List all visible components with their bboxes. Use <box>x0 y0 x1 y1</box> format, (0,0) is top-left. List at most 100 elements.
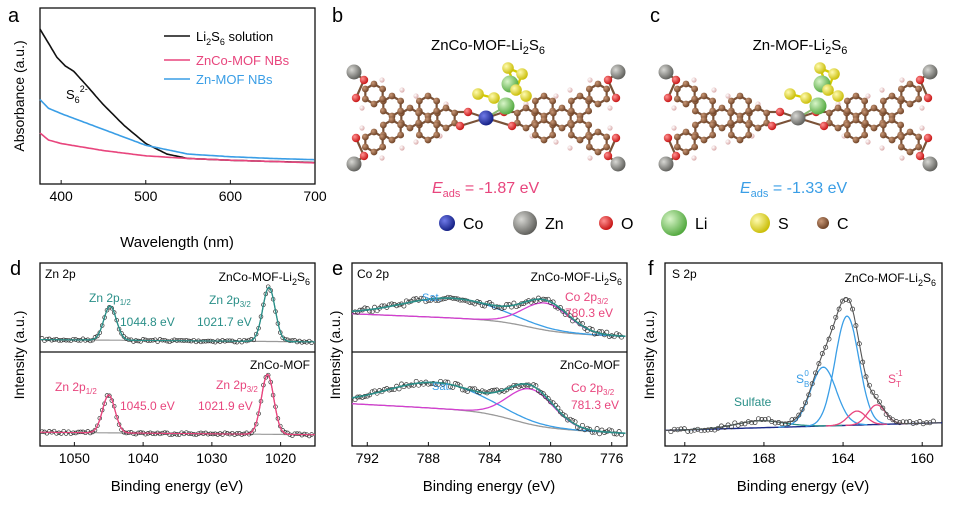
h-atom <box>399 87 405 93</box>
data-point <box>692 427 697 433</box>
data-point <box>152 431 158 437</box>
h-atom <box>671 125 677 131</box>
data-point <box>294 431 300 436</box>
o-atom <box>359 151 369 161</box>
c-atom <box>370 128 378 136</box>
panel-d-label: d <box>10 258 21 280</box>
c-atom <box>673 95 681 103</box>
data-point <box>772 420 778 426</box>
c-atom <box>915 143 923 151</box>
c-atom <box>433 131 441 139</box>
data-point <box>306 433 312 439</box>
c-atom <box>870 104 878 112</box>
data-point <box>577 321 583 327</box>
data-point <box>203 430 208 436</box>
data-point <box>167 339 172 345</box>
c-atom <box>727 97 735 105</box>
c-atom <box>397 131 405 139</box>
c-atom <box>388 92 396 100</box>
c-atom <box>852 92 860 100</box>
c-atom <box>861 97 869 105</box>
data-point <box>545 396 551 402</box>
peak-label-zn2p12-bottom: Zn 2p1/2 <box>55 380 97 396</box>
data-point <box>143 431 148 437</box>
c-atom <box>879 131 887 139</box>
zn-center-atom <box>790 110 806 126</box>
panel-e-co-value-bottom: 781.3 eV <box>571 398 619 412</box>
c-atom <box>852 116 860 124</box>
c-atom <box>513 109 521 117</box>
o-atom <box>603 151 613 161</box>
c-atom <box>709 97 717 105</box>
fit-envelope <box>351 297 626 338</box>
c-atom <box>361 85 369 93</box>
component-sb0-b <box>805 315 888 427</box>
legend-atom-label-s: S <box>778 216 789 233</box>
c-atom <box>736 116 744 124</box>
zn-atom <box>922 156 938 172</box>
data-point <box>244 430 249 436</box>
fit-envelope <box>665 297 942 431</box>
c-atom <box>727 119 735 127</box>
c-atom <box>433 107 441 115</box>
c-atom <box>861 131 869 139</box>
data-point <box>191 432 196 437</box>
x-tick-label: 776 <box>600 450 624 466</box>
h-atom <box>399 145 405 151</box>
data-point <box>803 400 808 406</box>
c-atom <box>370 100 378 108</box>
legend-atom-label-zn: Zn <box>545 216 564 233</box>
c-atom <box>745 121 753 129</box>
c-atom <box>406 124 414 132</box>
fit-envelope <box>40 286 316 343</box>
c-atom <box>906 128 914 136</box>
data-point <box>49 338 54 343</box>
c-atom <box>843 107 851 115</box>
data-point <box>786 420 792 426</box>
c-atom <box>906 148 914 156</box>
panel-a-x-ticks: 400 500 600 700 <box>49 180 327 204</box>
zn-atom <box>610 156 626 172</box>
c-atom <box>567 131 575 139</box>
data-point <box>611 431 617 437</box>
data-point <box>759 417 765 422</box>
c-atom <box>576 136 584 144</box>
o-atom <box>663 133 673 143</box>
c-atom <box>415 109 423 117</box>
panel-f-sample: ZnCo-MOF-Li2S6 <box>845 271 936 288</box>
data-point <box>80 429 86 435</box>
data-point <box>241 337 247 343</box>
c-atom <box>594 100 602 108</box>
data-point <box>184 430 189 435</box>
c-atom <box>379 121 387 129</box>
data-point <box>611 334 617 340</box>
h-atom <box>919 105 925 111</box>
o-atom <box>775 107 785 117</box>
c-atom <box>843 121 851 129</box>
data-point <box>39 429 45 434</box>
panel-d-x-axis-title: Binding energy (eV) <box>111 478 244 495</box>
peak-label-zn2p32-bottom: Zn 2p3/2 <box>216 378 258 394</box>
c-atom <box>549 97 557 105</box>
baseline-curve <box>664 422 943 432</box>
data-point <box>157 337 163 342</box>
c-atom <box>691 85 699 93</box>
data-point <box>75 429 81 435</box>
c-atom <box>585 133 593 141</box>
panel-d-series-group <box>39 284 316 439</box>
data-point <box>59 431 64 436</box>
c-atom <box>370 148 378 156</box>
c-atom <box>691 143 699 151</box>
c-atom <box>700 116 708 124</box>
data-point <box>169 432 175 437</box>
c-atom <box>852 136 860 144</box>
o-atom <box>351 133 361 143</box>
c-atom <box>745 107 753 115</box>
c-atom <box>388 136 396 144</box>
data-point <box>914 420 919 426</box>
c-atom <box>531 97 539 105</box>
data-point <box>616 429 622 435</box>
c-atom <box>603 85 611 93</box>
c-atom <box>915 133 923 141</box>
